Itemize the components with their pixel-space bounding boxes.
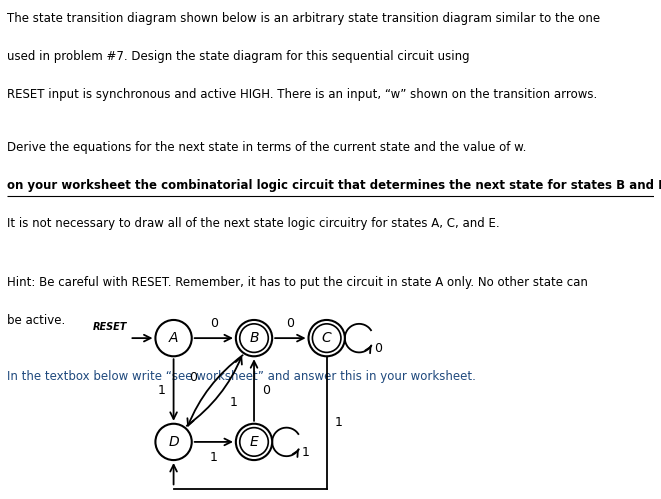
Text: C: C	[322, 331, 332, 345]
Text: It is not necessary to draw all of the next state logic circuitry for states A, : It is not necessary to draw all of the n…	[7, 217, 499, 230]
Circle shape	[155, 424, 192, 460]
Text: 0: 0	[189, 371, 197, 384]
Circle shape	[309, 320, 345, 356]
Text: 0: 0	[210, 317, 218, 330]
Text: 0: 0	[375, 342, 383, 355]
Text: 1: 1	[334, 416, 342, 429]
Text: 0: 0	[262, 384, 270, 397]
Text: Hint: Be careful with RESET. Remember, it has to put the circuit in state A only: Hint: Be careful with RESET. Remember, i…	[7, 276, 588, 289]
Circle shape	[155, 320, 192, 356]
Text: RESET input is synchronous and active HIGH. There is an input, “w” shown on the : RESET input is synchronous and active HI…	[7, 88, 597, 101]
Text: used in problem #7. Design the state diagram for this sequential circuit using: used in problem #7. Design the state dia…	[7, 50, 473, 63]
Circle shape	[236, 320, 272, 356]
Text: A: A	[169, 331, 178, 345]
Text: B: B	[249, 331, 258, 345]
Text: on your worksheet the combinatorial logic circuit that determines the next state: on your worksheet the combinatorial logi…	[7, 179, 661, 192]
Circle shape	[236, 424, 272, 460]
Text: 0: 0	[286, 317, 294, 330]
Text: E: E	[250, 435, 258, 449]
Text: D: D	[169, 435, 179, 449]
Text: Derive the equations for the next state in terms of the current state and the va: Derive the equations for the next state …	[7, 141, 529, 154]
Text: 1: 1	[158, 384, 166, 397]
Text: 1: 1	[302, 446, 310, 459]
Text: be active.: be active.	[7, 314, 65, 327]
Text: RESET: RESET	[93, 322, 127, 332]
Text: The state transition diagram shown below is an arbitrary state transition diagra: The state transition diagram shown below…	[7, 12, 600, 25]
Text: 1: 1	[230, 396, 238, 409]
Text: In the textbox below write “see worksheet” and answer this in your worksheet.: In the textbox below write “see workshee…	[7, 370, 475, 383]
Text: 1: 1	[210, 451, 217, 464]
